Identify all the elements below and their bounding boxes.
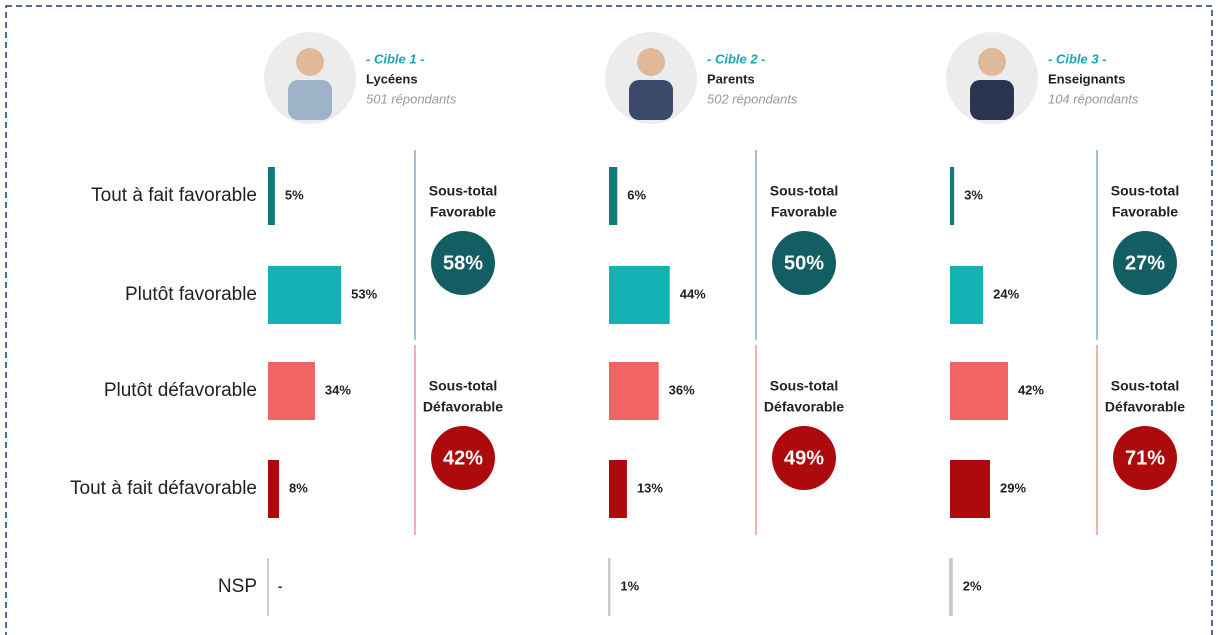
subtotal-value: 49% xyxy=(784,447,824,469)
respondents: 502 répondants xyxy=(707,91,798,106)
value-label: 24% xyxy=(993,286,1019,301)
target: - Cible 2 - xyxy=(707,51,766,66)
subtotal-label: Sous-total xyxy=(1111,378,1179,394)
avatar-body xyxy=(970,80,1014,120)
subtotal-label: Favorable xyxy=(1112,204,1178,220)
category-label: NSP xyxy=(218,576,257,597)
bar xyxy=(268,362,315,420)
subtotal-value: 27% xyxy=(1125,252,1165,274)
subtotal-label: Sous-total xyxy=(429,183,497,199)
subtotal-label: Défavorable xyxy=(423,399,503,415)
target: - Cible 1 - xyxy=(366,51,425,66)
subtotal-label: Défavorable xyxy=(1105,399,1185,415)
target: - Cible 3 - xyxy=(1048,51,1107,66)
bar xyxy=(268,460,279,518)
bar xyxy=(609,558,610,616)
value-label: 34% xyxy=(325,382,351,397)
subtotal-label: Favorable xyxy=(430,204,496,220)
subtotal-label: Favorable xyxy=(771,204,837,220)
value-label: 8% xyxy=(289,480,308,495)
bar xyxy=(950,460,990,518)
subtotal-label: Défavorable xyxy=(764,399,844,415)
subtotal-value: 42% xyxy=(443,447,483,469)
bar xyxy=(609,460,627,518)
avatar-body xyxy=(629,80,673,120)
value-label: 1% xyxy=(620,578,639,593)
bar xyxy=(609,266,670,324)
subtotal-label: Sous-total xyxy=(770,378,838,394)
category-label: Tout à fait défavorable xyxy=(70,478,257,499)
value-label: 3% xyxy=(964,187,983,202)
subtotal-value: 58% xyxy=(443,252,483,274)
value-label: 5% xyxy=(285,187,304,202)
avatar-head xyxy=(978,48,1006,76)
subtotal-label: Sous-total xyxy=(770,183,838,199)
bar xyxy=(950,362,1008,420)
target-name: Lycéens xyxy=(366,71,418,86)
subtotal-value: 71% xyxy=(1125,447,1165,469)
avatar-head xyxy=(637,48,665,76)
avatar-head xyxy=(296,48,324,76)
subtotal-label: Sous-total xyxy=(1111,183,1179,199)
value-label: 6% xyxy=(627,187,646,202)
category-label: Plutôt défavorable xyxy=(104,380,257,401)
value-label: 2% xyxy=(963,578,982,593)
bar xyxy=(268,266,341,324)
bar xyxy=(609,167,617,225)
chart: Tout à fait favorable Plutôt favorable Plu… xyxy=(0,0,1218,635)
avatar-body xyxy=(288,80,332,120)
category-label: Plutôt favorable xyxy=(125,284,257,305)
bar xyxy=(609,362,659,420)
value-label: 42% xyxy=(1018,382,1044,397)
bar xyxy=(950,167,954,225)
bar xyxy=(268,167,275,225)
subtotal-value: 50% xyxy=(784,252,824,274)
target-name: Parents xyxy=(707,71,755,86)
bar xyxy=(950,266,983,324)
target-name: Enseignants xyxy=(1048,71,1125,86)
value-label: 53% xyxy=(351,286,377,301)
value-label: 13% xyxy=(637,480,663,495)
respondents: 104 répondants xyxy=(1048,91,1139,106)
value-label: 29% xyxy=(1000,480,1026,495)
value-label: 36% xyxy=(669,382,695,397)
value-label: 44% xyxy=(680,286,706,301)
bar xyxy=(950,558,953,616)
respondents: 501 répondants xyxy=(366,91,457,106)
value-label: - xyxy=(278,578,282,593)
category-label: Tout à fait favorable xyxy=(91,185,257,206)
subtotal-label: Sous-total xyxy=(429,378,497,394)
